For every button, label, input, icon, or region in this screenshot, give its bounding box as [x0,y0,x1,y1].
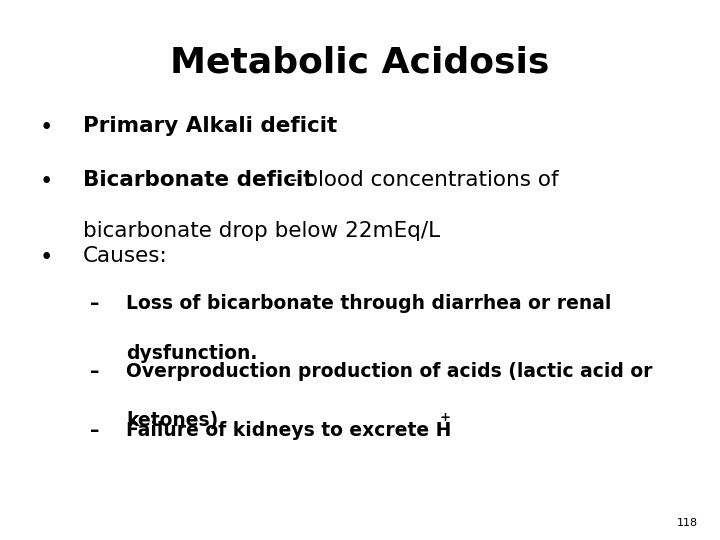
Text: +: + [439,411,450,424]
Text: ketones): ketones) [126,411,218,430]
Text: •: • [40,116,53,139]
Text: •: • [40,246,53,269]
Text: bicarbonate drop below 22mEq/L: bicarbonate drop below 22mEq/L [83,221,440,241]
Text: Overproduction production of acids (lactic acid or: Overproduction production of acids (lact… [126,362,652,381]
Text: Failure of kidneys to excrete H: Failure of kidneys to excrete H [126,421,451,440]
Text: - blood concentrations of: - blood concentrations of [276,170,559,190]
Text: 118: 118 [678,518,698,528]
Text: Loss of bicarbonate through diarrhea or renal: Loss of bicarbonate through diarrhea or … [126,294,611,313]
Text: Metabolic Acidosis: Metabolic Acidosis [171,46,549,80]
Text: dysfunction.: dysfunction. [126,344,257,363]
Text: Primary Alkali deficit: Primary Alkali deficit [83,116,337,136]
Text: Causes:: Causes: [83,246,168,266]
Text: •: • [40,170,53,193]
Text: –: – [90,421,99,440]
Text: –: – [90,294,99,313]
Text: –: – [90,362,99,381]
Text: Bicarbonate deficit: Bicarbonate deficit [83,170,313,190]
